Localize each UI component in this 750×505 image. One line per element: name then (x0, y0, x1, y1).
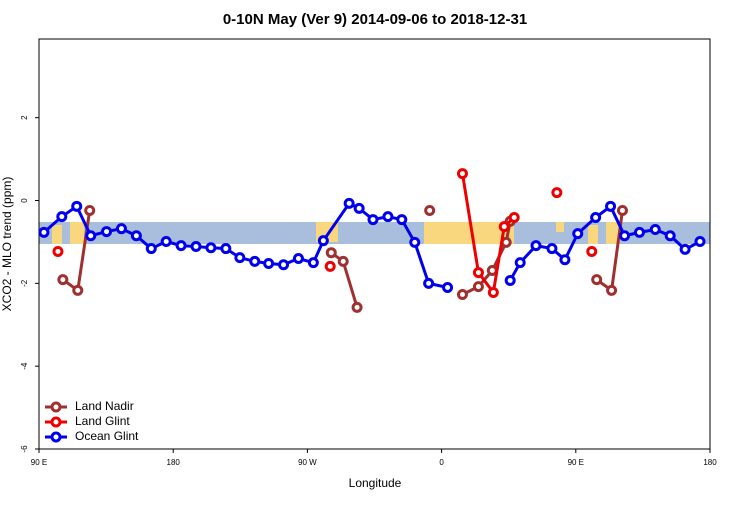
point (220, 243, 232, 255)
point (337, 255, 349, 267)
point (72, 284, 84, 296)
chart-title: 0-10N May (Ver 9) 2014-09-06 to 2018-12-… (223, 11, 527, 28)
point (572, 228, 584, 240)
x-tick-label: 180 (703, 458, 717, 467)
plot-frame (38, 38, 711, 450)
point (343, 197, 355, 209)
point (508, 211, 520, 223)
point (234, 252, 246, 264)
point (546, 243, 558, 255)
y-axis-label: XCO2 - MLO trend (ppm) (0, 177, 14, 312)
land-patch (52, 225, 62, 244)
x-tick-label: 0 (439, 458, 444, 467)
x-tick-label: 90 E (568, 458, 584, 467)
x-tick-label: 90 E (31, 458, 47, 467)
point (456, 289, 468, 301)
x-axis-label: Longitude (349, 476, 402, 490)
point (190, 240, 202, 252)
point (325, 247, 337, 259)
point (514, 257, 526, 269)
legend-label: Land Nadir (75, 399, 134, 413)
point (205, 242, 217, 254)
point (307, 257, 319, 269)
point (606, 284, 618, 296)
land-patch (70, 222, 84, 244)
point (616, 204, 628, 216)
point (292, 252, 304, 264)
point (85, 230, 97, 242)
point (84, 204, 96, 216)
point (175, 240, 187, 252)
point (591, 274, 603, 286)
point (52, 245, 64, 257)
point (71, 200, 83, 212)
point (530, 240, 542, 252)
point (57, 274, 69, 286)
point (551, 187, 563, 199)
point (351, 301, 363, 313)
point (38, 226, 50, 238)
point (101, 226, 113, 238)
x-tick-label: 180 (167, 458, 181, 467)
point (633, 226, 645, 238)
y-tick-label: -6 (20, 445, 29, 453)
point (456, 168, 468, 180)
point (249, 255, 261, 267)
point (664, 230, 676, 242)
land-patch (588, 225, 598, 244)
ocean-band (39, 222, 710, 244)
point (442, 281, 454, 293)
point (263, 257, 275, 269)
y-tick-label: -2 (20, 279, 29, 287)
legend-marker (50, 416, 62, 428)
legend-label: Ocean Glint (75, 429, 139, 443)
map-strip (39, 222, 710, 244)
point (353, 202, 365, 214)
point (498, 221, 510, 233)
land-patch (556, 222, 564, 232)
point (382, 211, 394, 223)
legend-marker (50, 431, 62, 443)
point (317, 235, 329, 247)
point (324, 260, 336, 272)
point (487, 286, 499, 298)
point (423, 277, 435, 289)
point (472, 281, 484, 293)
point (504, 274, 516, 286)
legend-label: Land Glint (75, 414, 130, 428)
point (160, 236, 172, 248)
point (145, 243, 157, 255)
point (694, 236, 706, 248)
land-patch (606, 222, 620, 244)
point (115, 223, 127, 235)
point (130, 230, 142, 242)
point (56, 211, 68, 223)
legend-marker (50, 401, 62, 413)
point (619, 230, 631, 242)
point (409, 236, 421, 248)
x-tick-label: 90 W (298, 458, 317, 467)
point (679, 243, 691, 255)
y-tick-label: 2 (20, 115, 29, 120)
point (590, 211, 602, 223)
point (559, 254, 571, 266)
y-tick-label: -4 (20, 362, 29, 370)
point (396, 214, 408, 226)
point (472, 267, 484, 279)
point (278, 259, 290, 271)
point (649, 224, 661, 236)
y-tick-label: 0 (20, 198, 29, 203)
point (367, 214, 379, 226)
land-patch (424, 222, 514, 244)
point (424, 204, 436, 216)
point (605, 200, 617, 212)
series-line (42, 201, 448, 289)
point (586, 245, 598, 257)
